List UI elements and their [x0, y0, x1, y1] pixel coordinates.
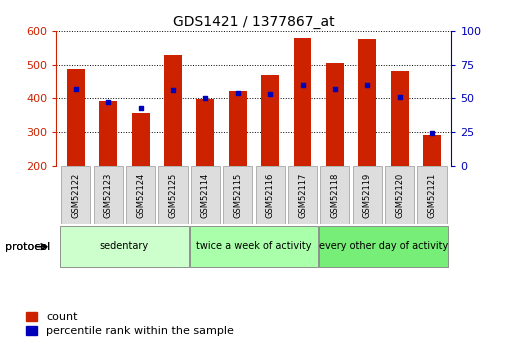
Text: GSM52125: GSM52125 [168, 172, 177, 218]
Bar [326, 63, 344, 166]
FancyBboxPatch shape [190, 227, 318, 267]
Point [428, 130, 436, 136]
Text: GSM52117: GSM52117 [298, 172, 307, 218]
Bar [100, 101, 117, 166]
FancyBboxPatch shape [126, 166, 155, 224]
FancyBboxPatch shape [159, 166, 188, 224]
FancyBboxPatch shape [191, 166, 220, 224]
Bar [229, 91, 247, 166]
Text: protocol: protocol [5, 242, 50, 252]
Point [72, 86, 80, 92]
Point [331, 86, 339, 92]
FancyBboxPatch shape [288, 166, 317, 224]
Bar [359, 39, 376, 166]
Bar [196, 99, 214, 166]
Bar [391, 71, 408, 166]
Bar [164, 55, 182, 166]
FancyBboxPatch shape [61, 227, 189, 267]
Point [363, 82, 371, 88]
Text: protocol: protocol [5, 242, 50, 252]
Text: GSM52118: GSM52118 [330, 172, 340, 218]
Text: GSM52114: GSM52114 [201, 172, 210, 218]
FancyBboxPatch shape [320, 166, 349, 224]
Text: sedentary: sedentary [100, 241, 149, 251]
Point [233, 90, 242, 96]
Text: GSM52115: GSM52115 [233, 172, 242, 218]
Text: GSM52122: GSM52122 [71, 172, 81, 218]
Text: GSM52120: GSM52120 [395, 172, 404, 218]
FancyBboxPatch shape [418, 166, 447, 224]
FancyBboxPatch shape [94, 166, 123, 224]
Text: GSM52116: GSM52116 [266, 172, 274, 218]
FancyBboxPatch shape [61, 166, 90, 224]
Bar [293, 38, 311, 166]
Title: GDS1421 / 1377867_at: GDS1421 / 1377867_at [173, 14, 335, 29]
Bar [132, 113, 149, 166]
FancyBboxPatch shape [319, 227, 447, 267]
Point [169, 88, 177, 93]
FancyBboxPatch shape [255, 166, 285, 224]
Text: GSM52121: GSM52121 [427, 172, 437, 218]
Bar [67, 69, 85, 166]
Text: GSM52119: GSM52119 [363, 172, 372, 218]
FancyBboxPatch shape [385, 166, 414, 224]
Point [136, 105, 145, 110]
Point [266, 91, 274, 97]
Point [201, 96, 209, 101]
FancyBboxPatch shape [223, 166, 252, 224]
Legend: count, percentile rank within the sample: count, percentile rank within the sample [26, 312, 234, 336]
Bar [423, 135, 441, 166]
Text: GSM52124: GSM52124 [136, 172, 145, 218]
Point [104, 100, 112, 105]
Point [396, 94, 404, 100]
Text: every other day of activity: every other day of activity [319, 241, 448, 251]
Text: twice a week of activity: twice a week of activity [196, 241, 312, 251]
Point [299, 82, 307, 88]
FancyBboxPatch shape [353, 166, 382, 224]
Bar [261, 76, 279, 166]
Text: GSM52123: GSM52123 [104, 172, 113, 218]
